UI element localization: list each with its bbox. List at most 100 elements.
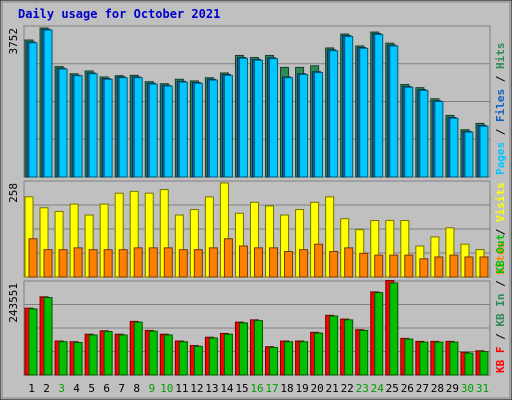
bar-kb-out <box>344 319 354 376</box>
bar-kb-out <box>419 341 429 376</box>
bar-sites <box>58 249 68 278</box>
bar-sites <box>479 256 489 278</box>
bar-kb-out <box>389 282 399 376</box>
x-tick-label: 21 <box>326 382 339 395</box>
bar-pages <box>404 86 414 178</box>
panel-legend-label: Sites / Visits <box>494 182 507 275</box>
bar-kb-out <box>269 346 279 376</box>
bar-kb-out <box>133 321 143 376</box>
bar-pages <box>133 77 143 178</box>
bar-pages <box>419 89 429 178</box>
x-tick-label: 11 <box>175 382 188 395</box>
bar-pages <box>28 42 38 178</box>
x-tick-label: 14 <box>220 382 234 395</box>
bar-kb-out <box>449 341 459 376</box>
bar-kb-out <box>299 341 309 376</box>
x-tick-label: 25 <box>386 382 399 395</box>
bar-pages <box>193 82 203 178</box>
x-tick-label: 2 <box>43 382 50 395</box>
x-tick-label: 9 <box>148 382 155 395</box>
legend-part: Sites <box>494 242 507 275</box>
bar-sites <box>163 247 173 278</box>
bar-sites <box>284 251 294 278</box>
bar-pages <box>359 47 369 178</box>
bar-pages <box>253 59 263 178</box>
legend-part: / <box>494 222 507 242</box>
bar-sites <box>193 249 203 278</box>
panel-kbf-kbin-kbout: 243551 KB F / KB In / KB Out <box>7 234 507 376</box>
bar-kb-out <box>464 352 474 376</box>
legend-part: Visits <box>494 182 507 222</box>
x-tick-label: 24 <box>371 382 385 395</box>
bar-kb-out <box>434 341 444 376</box>
bar-sites <box>28 238 38 278</box>
x-tick-label: 10 <box>160 382 173 395</box>
legend-part: Pages <box>494 142 507 175</box>
x-tick-label: 30 <box>461 382 474 395</box>
bar-pages <box>269 58 279 178</box>
legend-part: Hits <box>494 43 507 70</box>
panel-legend-label: KB F / KB In / KB Out <box>494 234 507 373</box>
bar-kb-out <box>208 337 218 376</box>
bar-sites <box>404 254 414 278</box>
bar-sites <box>299 249 309 278</box>
bar-kb-out <box>43 297 53 376</box>
panel-legend-label: Pages / Files / Hits <box>494 43 507 176</box>
bar-kb-out <box>103 331 113 376</box>
y-max-label: 3752 <box>7 28 20 55</box>
x-tick-label: 13 <box>205 382 218 395</box>
bar-pages <box>284 77 294 178</box>
bar-sites <box>73 247 83 278</box>
bar-sites <box>359 252 369 278</box>
legend-part: KB F <box>494 347 507 374</box>
bar-sites <box>344 247 354 278</box>
bar-pages <box>163 85 173 178</box>
x-tick-label: 5 <box>88 382 95 395</box>
bar-pages <box>58 68 68 178</box>
panel-hits-files-pages: 3752 Pages / Files / Hits <box>7 25 507 178</box>
legend-part: KB Out <box>494 234 507 274</box>
x-tick-label: 4 <box>73 382 80 395</box>
bar-pages <box>208 79 218 178</box>
bar-pages <box>449 117 459 178</box>
bar-pages <box>314 72 324 178</box>
x-tick-label: 7 <box>118 382 125 395</box>
bar-sites <box>329 251 339 278</box>
bar-sites <box>88 249 98 278</box>
bar-pages <box>148 83 158 178</box>
x-tick-label: 18 <box>280 382 293 395</box>
x-tick-label: 31 <box>476 382 489 395</box>
bar-pages <box>434 101 444 178</box>
bar-kb-out <box>284 341 294 376</box>
legend-part: Files <box>494 89 507 122</box>
bar-kb-out <box>73 342 83 376</box>
x-tick-label: 22 <box>341 382 354 395</box>
bar-sites <box>449 254 459 278</box>
bar-sites <box>148 247 158 278</box>
x-tick-label: 16 <box>250 382 263 395</box>
bar-kb-out <box>58 341 68 376</box>
x-tick-label: 15 <box>235 382 248 395</box>
bar-sites <box>389 254 399 278</box>
bar-sites <box>133 247 143 278</box>
x-tick-label: 17 <box>265 382 278 395</box>
bar-pages <box>178 81 188 178</box>
x-tick-label: 29 <box>446 382 459 395</box>
bar-pages <box>479 125 489 178</box>
x-axis-labels: 1 2 3 4 5 6 7 8 9 10 11 12 13 14 15 16 17 18 19 20 21 22 23 24 2… <box>28 382 489 395</box>
bar-kb-out <box>163 334 173 376</box>
bar-pages <box>238 57 248 178</box>
x-tick-label: 26 <box>401 382 414 395</box>
bar-kb-out <box>118 334 128 376</box>
bar-pages <box>88 73 98 178</box>
bar-kb-out <box>359 329 369 376</box>
bar-sites <box>238 245 248 278</box>
bar-pages <box>299 74 309 178</box>
bar-pages <box>389 45 399 178</box>
bar-sites <box>178 249 188 278</box>
bar-kb-out <box>178 341 188 376</box>
x-tick-label: 1 <box>28 382 35 395</box>
